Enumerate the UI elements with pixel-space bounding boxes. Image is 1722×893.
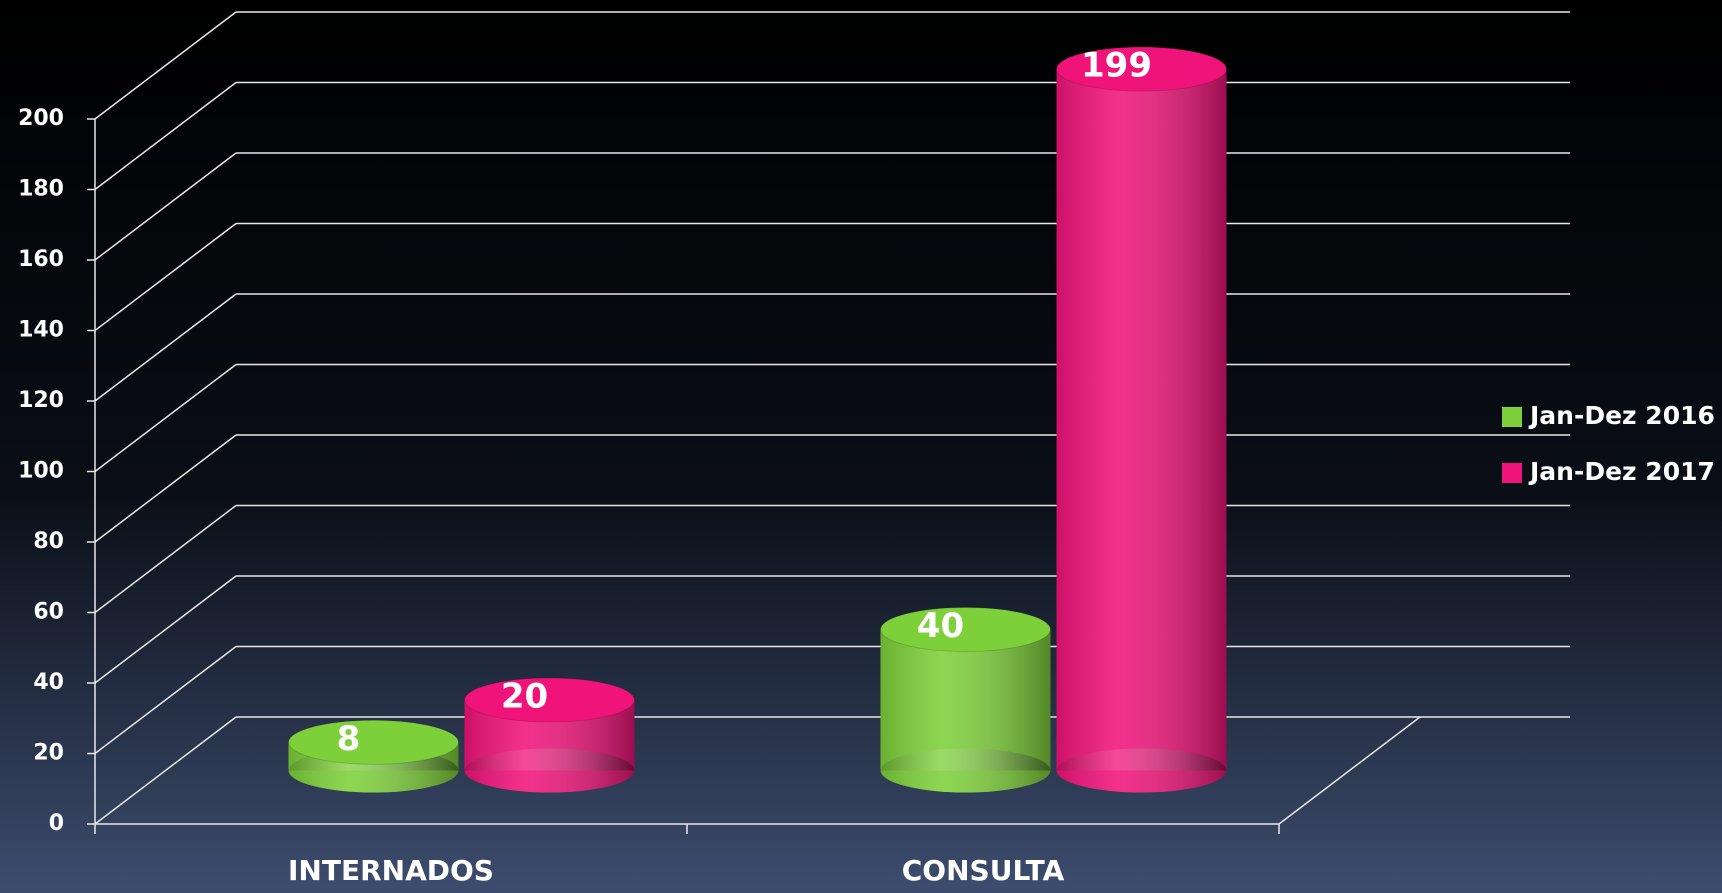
y-tick-label: 180 [18,177,64,202]
grid-line [94,293,237,402]
legend-swatch [1502,463,1522,483]
data-label: 20 [501,677,548,717]
y-tick-label: 0 [49,811,64,836]
grid-line [94,575,237,684]
y-tick-label: 200 [18,106,64,131]
y-tick-label: 120 [18,388,64,413]
legend-swatch [1502,407,1522,427]
legend-label: Jan-Dez 2017 [1528,457,1715,486]
grid-line [94,11,237,120]
bar-top [288,719,459,765]
y-tick-label: 80 [33,529,64,554]
grid-line [94,81,237,191]
y-tick-label: 40 [33,670,64,695]
y-tick-label: 20 [33,741,64,766]
grid-line [94,152,237,261]
x-tick-label: CONSULTA [902,854,1065,887]
grid-line [94,504,237,614]
y-tick-label: 140 [18,318,64,343]
grid-line [94,645,237,755]
grid-line [94,716,237,825]
bar-top [1056,46,1227,92]
bar-shade [1056,69,1227,771]
grid-line [94,363,237,473]
y-tick-label: 160 [18,247,64,272]
y-tick-label: 100 [18,459,64,484]
floor-edge [1278,716,1421,825]
bar-shade [880,629,1051,771]
data-label: 8 [337,719,361,759]
grid-line [94,434,237,543]
grid-line [94,222,237,332]
data-label: 40 [917,606,964,646]
bar-top [880,607,1051,652]
bar-top [464,677,635,723]
y-tick-label: 60 [33,600,64,625]
legend-label: Jan-Dez 2016 [1528,401,1715,430]
x-tick-label: INTERNADOS [288,854,494,887]
data-label: 199 [1081,46,1152,86]
